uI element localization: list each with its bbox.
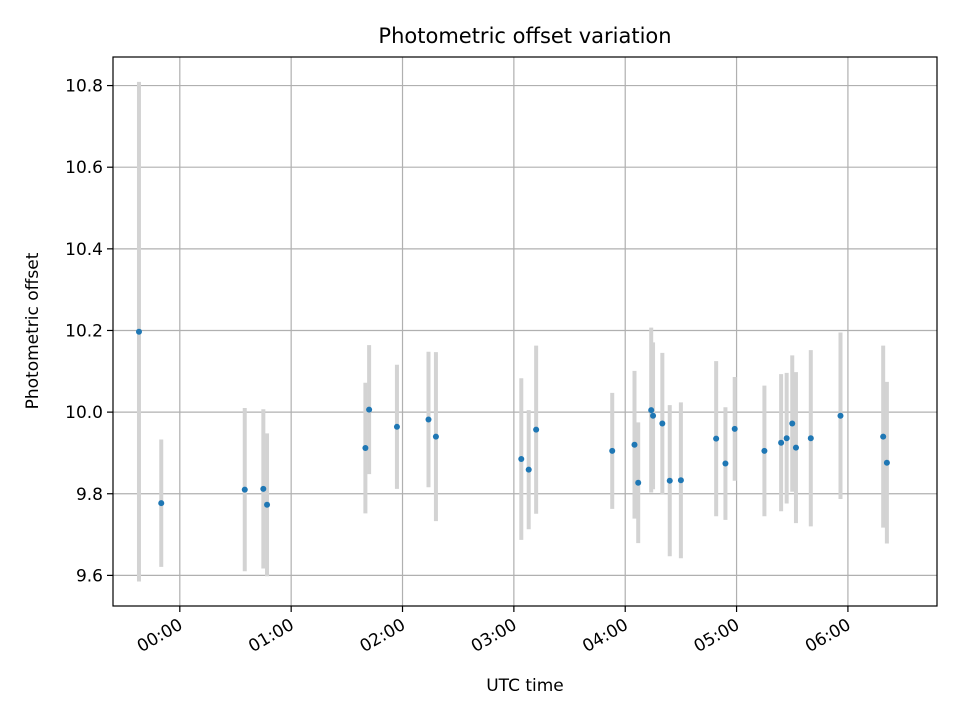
plot-frame bbox=[112, 56, 938, 607]
data-point bbox=[789, 420, 796, 427]
data-point bbox=[883, 459, 890, 466]
data-point bbox=[366, 406, 373, 413]
data-point bbox=[783, 435, 790, 442]
y-tick-label: 10.4 bbox=[65, 240, 103, 260]
data-point bbox=[666, 477, 673, 484]
data-point bbox=[837, 412, 844, 419]
data-point bbox=[631, 441, 638, 448]
y-tick-label: 10.8 bbox=[65, 77, 103, 97]
y-axis-ticks: 9.6 9.8 10.0 10.2 10.4 10.6 10.8 bbox=[65, 77, 113, 586]
data-point bbox=[635, 479, 642, 486]
y-tick-label: 10.6 bbox=[65, 158, 103, 178]
data-point bbox=[518, 456, 525, 463]
data-point bbox=[425, 416, 432, 423]
data-point bbox=[659, 420, 666, 427]
data-point bbox=[792, 444, 799, 451]
data-point bbox=[648, 407, 655, 414]
data-point bbox=[533, 426, 540, 433]
data-point bbox=[731, 425, 738, 432]
y-tick-label: 9.6 bbox=[76, 566, 103, 586]
x-axis-label: UTC time bbox=[486, 676, 564, 696]
data-point bbox=[432, 433, 439, 440]
data-point bbox=[260, 485, 267, 492]
data-point bbox=[677, 477, 684, 484]
data-point bbox=[880, 433, 887, 440]
data-point bbox=[362, 445, 369, 452]
data-point bbox=[393, 423, 400, 430]
data-point bbox=[778, 439, 785, 446]
data-point bbox=[761, 447, 768, 454]
data-point bbox=[241, 486, 248, 493]
data-point bbox=[264, 501, 271, 508]
data-point bbox=[713, 435, 720, 442]
data-point bbox=[650, 412, 657, 419]
y-tick-label: 10.2 bbox=[65, 321, 103, 341]
y-tick-label: 9.8 bbox=[76, 485, 103, 505]
data-point bbox=[525, 466, 532, 473]
data-point bbox=[135, 328, 142, 335]
data-points bbox=[135, 328, 890, 508]
data-point bbox=[807, 435, 814, 442]
data-point bbox=[722, 460, 729, 467]
y-axis-label: Photometric offset bbox=[23, 252, 43, 409]
grid bbox=[113, 57, 937, 606]
data-point bbox=[609, 447, 616, 454]
chart-title: Photometric offset variation bbox=[378, 24, 671, 48]
y-tick-label: 10.0 bbox=[65, 403, 103, 423]
data-point bbox=[158, 500, 165, 507]
